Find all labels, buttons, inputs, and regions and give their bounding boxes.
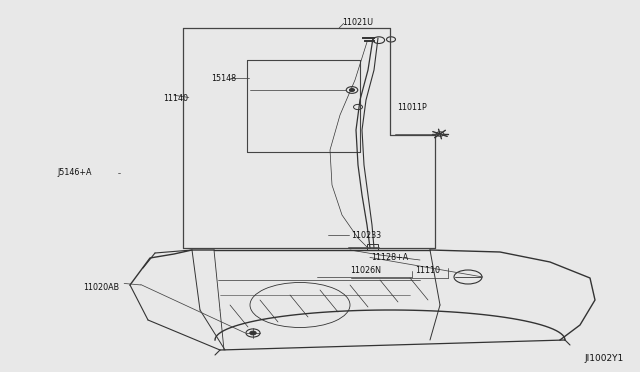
Text: 110233: 110233 (351, 231, 381, 240)
Text: 11140: 11140 (163, 94, 188, 103)
Text: 11110: 11110 (415, 266, 440, 275)
Text: JI1002Y1: JI1002Y1 (585, 355, 624, 363)
Circle shape (250, 331, 256, 335)
Text: 11011P: 11011P (397, 103, 426, 112)
Text: J5146+A: J5146+A (58, 169, 92, 177)
Text: 11128+A: 11128+A (371, 253, 408, 262)
Circle shape (349, 89, 355, 92)
Text: 11021U: 11021U (342, 18, 374, 27)
Text: 11020AB: 11020AB (83, 283, 119, 292)
Bar (367, 244, 378, 250)
Text: 11026N: 11026N (350, 266, 381, 275)
Text: 15148: 15148 (211, 74, 236, 83)
